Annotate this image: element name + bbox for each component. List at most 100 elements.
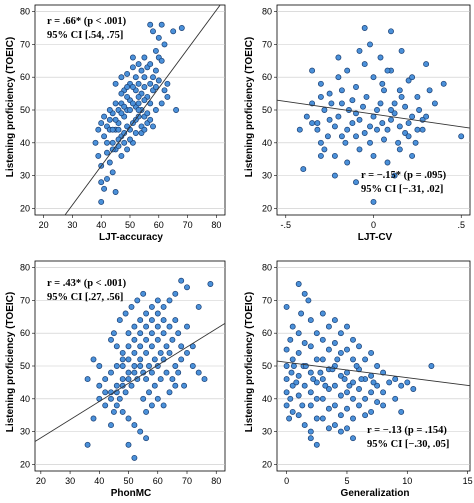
- data-point: [374, 363, 381, 369]
- x-tick-label: 40: [94, 476, 104, 486]
- data-point: [129, 64, 136, 71]
- data-point: [172, 363, 179, 369]
- data-point: [102, 376, 109, 383]
- data-point: [377, 100, 384, 107]
- data-point: [160, 330, 167, 337]
- data-point: [118, 74, 125, 81]
- data-point: [350, 435, 356, 442]
- data-point: [290, 363, 297, 369]
- x-axis-title: LJT-CV: [358, 232, 393, 243]
- data-point: [108, 395, 114, 402]
- data-point: [152, 107, 159, 113]
- y-axis-title: Listening proficiency (TOEIC): [5, 37, 16, 177]
- data-point: [147, 21, 154, 28]
- data-point: [361, 130, 368, 136]
- data-point: [410, 386, 417, 392]
- y-axis-title: Listening proficiency (TOEIC): [5, 292, 16, 432]
- y-tick-label: 80: [262, 7, 272, 17]
- data-point: [112, 80, 119, 87]
- data-point: [163, 343, 170, 350]
- data-point: [391, 100, 398, 107]
- data-point: [295, 349, 302, 356]
- data-point: [137, 317, 144, 324]
- data-point: [362, 356, 369, 363]
- data-point: [119, 356, 126, 363]
- y-tick-label: 50: [20, 105, 30, 115]
- data-point: [140, 290, 147, 297]
- data-point: [326, 116, 333, 123]
- data-point: [380, 389, 387, 396]
- data-point: [121, 139, 128, 146]
- data-point: [184, 284, 190, 291]
- data-point: [299, 402, 306, 409]
- data-point: [108, 422, 114, 429]
- x-tick-label: 0: [284, 476, 289, 486]
- data-point: [131, 323, 138, 330]
- x-tick-label: .5: [457, 220, 465, 230]
- data-point: [119, 363, 126, 369]
- x-tick-label: 20: [36, 476, 46, 486]
- data-point: [361, 61, 368, 68]
- data-point: [356, 47, 363, 54]
- data-point: [319, 336, 326, 343]
- data-point: [325, 386, 332, 392]
- data-point: [341, 376, 348, 383]
- data-point: [173, 107, 180, 113]
- data-point: [335, 113, 342, 120]
- data-point: [344, 369, 350, 376]
- x-tick-label: 30: [67, 220, 77, 230]
- data-point: [396, 87, 403, 94]
- data-point: [119, 349, 126, 356]
- data-point: [379, 120, 386, 127]
- data-point: [295, 372, 302, 379]
- data-point: [392, 395, 399, 402]
- data-point: [118, 110, 125, 117]
- data-point: [396, 123, 403, 130]
- y-tick-label: 30: [20, 171, 30, 181]
- data-point: [201, 376, 208, 383]
- data-point: [125, 356, 132, 363]
- data-point: [131, 454, 138, 461]
- y-tick-label: 60: [262, 72, 272, 82]
- data-point: [109, 126, 116, 133]
- data-point: [388, 116, 394, 123]
- data-point: [289, 356, 296, 363]
- data-point: [102, 402, 109, 409]
- data-point: [319, 356, 326, 363]
- y-tick-label: 80: [262, 263, 272, 273]
- data-point: [144, 110, 151, 117]
- data-point: [431, 100, 438, 107]
- data-point: [125, 343, 132, 350]
- y-tick-label: 50: [262, 105, 272, 115]
- data-point: [409, 113, 416, 120]
- data-point: [283, 389, 290, 396]
- data-point: [122, 389, 129, 396]
- data-point: [322, 382, 329, 389]
- data-point: [337, 330, 344, 337]
- data-point: [283, 346, 290, 353]
- annotation-line-2: 95% CI [.54, .75]: [47, 30, 123, 41]
- data-point: [367, 123, 373, 130]
- data-point: [143, 408, 150, 415]
- data-point: [384, 126, 391, 133]
- data-point: [350, 379, 356, 386]
- data-point: [392, 376, 399, 383]
- data-point: [124, 70, 131, 77]
- x-tick-label: 50: [124, 476, 134, 486]
- data-point: [106, 107, 113, 113]
- data-point: [384, 159, 391, 166]
- data-point: [386, 379, 393, 386]
- x-tick-label: 30: [65, 476, 75, 486]
- data-point: [124, 84, 131, 90]
- data-point: [331, 382, 338, 389]
- data-point: [335, 74, 342, 81]
- data-point: [414, 93, 421, 100]
- data-point: [154, 336, 161, 343]
- data-point: [342, 139, 349, 146]
- data-point: [374, 399, 381, 406]
- data-point: [148, 343, 155, 350]
- regression-line: [35, 322, 225, 442]
- data-point: [370, 152, 377, 159]
- x-tick-label: 10: [402, 476, 412, 486]
- y-tick-label: 80: [20, 7, 30, 17]
